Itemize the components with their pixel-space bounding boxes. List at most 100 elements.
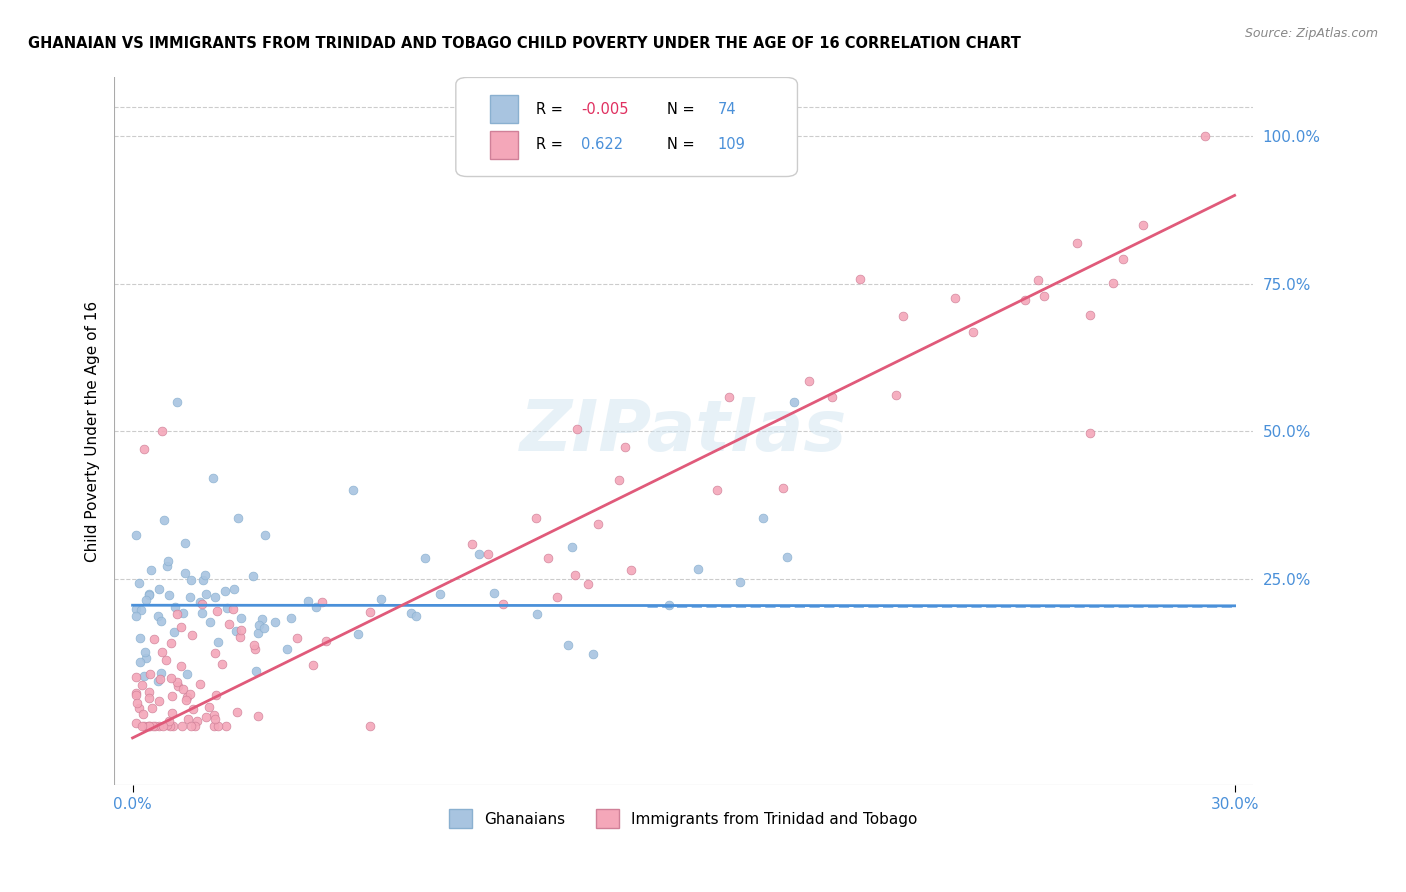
Point bbox=[170, 719, 193, 733]
Point bbox=[157, 589, 180, 603]
Point bbox=[163, 624, 186, 639]
Point bbox=[557, 639, 579, 653]
Point bbox=[297, 594, 319, 608]
Bar bbox=[489, 130, 519, 159]
Point bbox=[134, 645, 156, 659]
Point bbox=[962, 325, 984, 339]
Point bbox=[1066, 236, 1088, 251]
Point bbox=[215, 719, 238, 733]
Point bbox=[125, 686, 148, 700]
Point bbox=[359, 719, 381, 733]
Point bbox=[160, 671, 183, 685]
Point bbox=[204, 646, 226, 660]
Point bbox=[125, 602, 148, 616]
Point bbox=[359, 605, 381, 619]
Point bbox=[772, 481, 794, 495]
Point bbox=[253, 528, 276, 542]
Point bbox=[132, 668, 155, 682]
Point bbox=[191, 597, 214, 611]
Point bbox=[243, 639, 266, 653]
Point bbox=[247, 709, 270, 723]
Point bbox=[159, 636, 181, 650]
Point bbox=[165, 600, 187, 615]
Point bbox=[1078, 425, 1101, 440]
Text: Source: ZipAtlas.com: Source: ZipAtlas.com bbox=[1244, 27, 1378, 40]
Point bbox=[231, 623, 253, 637]
Point bbox=[482, 586, 505, 600]
Point bbox=[148, 582, 170, 596]
Point bbox=[143, 719, 166, 733]
Point bbox=[198, 615, 221, 630]
Point bbox=[477, 548, 499, 562]
Point bbox=[150, 645, 173, 659]
Point bbox=[245, 664, 267, 678]
Point bbox=[166, 607, 188, 621]
Point bbox=[706, 483, 728, 498]
Point bbox=[821, 390, 844, 404]
Point bbox=[135, 593, 157, 607]
Point bbox=[429, 587, 451, 601]
Point bbox=[225, 624, 247, 639]
Point bbox=[264, 615, 287, 629]
Point bbox=[461, 537, 484, 551]
Point bbox=[468, 547, 491, 561]
Point bbox=[181, 702, 204, 716]
Point bbox=[342, 483, 364, 498]
Point bbox=[547, 591, 569, 605]
Point bbox=[136, 719, 159, 733]
Point bbox=[131, 603, 153, 617]
Text: R =: R = bbox=[536, 137, 572, 153]
Point bbox=[138, 719, 160, 733]
Point bbox=[586, 517, 609, 532]
Point bbox=[752, 511, 775, 525]
Point bbox=[132, 706, 155, 721]
Point bbox=[315, 634, 337, 648]
Point bbox=[1102, 277, 1125, 291]
Point bbox=[564, 568, 586, 582]
Point bbox=[1032, 289, 1054, 303]
Point bbox=[172, 681, 194, 696]
Text: GHANAIAN VS IMMIGRANTS FROM TRINIDAD AND TOBAGO CHILD POVERTY UNDER THE AGE OF 1: GHANAIAN VS IMMIGRANTS FROM TRINIDAD AND… bbox=[28, 36, 1021, 51]
Point bbox=[162, 689, 184, 703]
Point bbox=[152, 719, 174, 733]
Point bbox=[218, 617, 240, 632]
Point bbox=[226, 706, 249, 720]
Point bbox=[311, 595, 333, 609]
Point bbox=[1014, 293, 1036, 308]
Point bbox=[149, 665, 172, 680]
Point bbox=[131, 719, 153, 733]
Point bbox=[287, 631, 309, 645]
Point bbox=[176, 690, 198, 704]
Point bbox=[156, 718, 179, 732]
Point bbox=[174, 536, 197, 550]
Text: N =: N = bbox=[666, 102, 699, 117]
Point bbox=[205, 604, 228, 618]
Point bbox=[250, 612, 273, 626]
Point bbox=[139, 719, 162, 733]
Point bbox=[849, 272, 872, 286]
Point bbox=[135, 651, 157, 665]
Point bbox=[184, 719, 207, 733]
Point bbox=[280, 610, 302, 624]
Point bbox=[155, 653, 177, 667]
Point bbox=[188, 595, 211, 609]
Point bbox=[301, 658, 323, 673]
Point bbox=[728, 574, 751, 589]
Point bbox=[156, 558, 179, 573]
Point bbox=[207, 635, 229, 649]
Text: 74: 74 bbox=[717, 102, 737, 117]
Point bbox=[180, 719, 202, 733]
Point bbox=[202, 719, 225, 733]
Point bbox=[148, 694, 170, 708]
Point bbox=[191, 606, 214, 620]
Point bbox=[179, 687, 201, 701]
Point bbox=[174, 566, 197, 580]
Point bbox=[526, 607, 548, 621]
Point bbox=[226, 511, 249, 525]
Point bbox=[797, 375, 820, 389]
Point bbox=[565, 422, 588, 436]
Point bbox=[146, 673, 169, 688]
Point bbox=[131, 678, 153, 692]
Point bbox=[405, 608, 427, 623]
Point bbox=[157, 714, 180, 729]
